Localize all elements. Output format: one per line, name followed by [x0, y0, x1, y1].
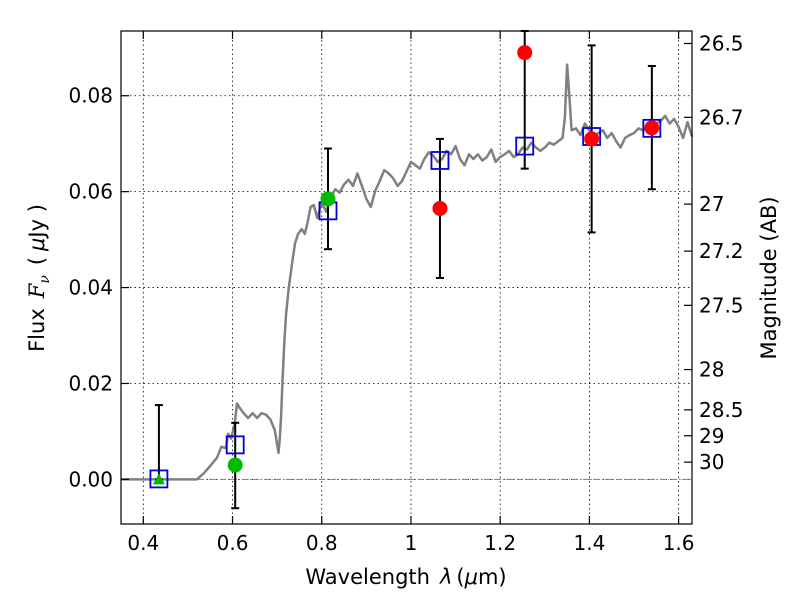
x-tick-label-1: 0.6	[217, 531, 249, 555]
y-axis-label: FluxFν(μJy )	[25, 204, 53, 352]
x-tick-label-5: 1.4	[573, 531, 605, 555]
observed-flux-point-3	[432, 200, 448, 216]
x-tick-label-6: 1.6	[663, 531, 695, 555]
y-tick-label-4: 0.08	[68, 84, 113, 108]
model-spectrum	[121, 63, 694, 481]
plot-frame	[120, 30, 693, 525]
mag-tick-label-5: 28	[699, 358, 724, 382]
y-tick-label-2: 0.04	[68, 276, 113, 300]
mag-tick-label-0: 26.5	[699, 31, 744, 55]
observed-flux-point-6	[644, 120, 660, 136]
mag-tick-label-3: 27.2	[699, 239, 744, 263]
y-axis-ticks: 0.00 0.02 0.04 0.06 0.08	[68, 84, 129, 491]
model-flux-box-1	[225, 435, 245, 455]
model-flux-box-6	[642, 118, 662, 138]
x-tick-label-0: 0.4	[127, 531, 159, 555]
plot-border	[120, 30, 693, 525]
model-photometry-boxes	[149, 118, 662, 489]
mag-tick-label-7: 29	[699, 424, 724, 448]
y-tick-label-0: 0.00	[68, 467, 113, 491]
observed-flux-triangle-0	[152, 473, 165, 485]
magnitude-axis-label: Magnitude (AB)	[757, 196, 781, 359]
grid-lines	[121, 31, 692, 524]
x-tick-label-2: 0.8	[306, 531, 338, 555]
mag-tick-label-6: 28.5	[699, 398, 744, 422]
mag-tick-label-8: 30	[699, 450, 724, 474]
observed-fluxes	[152, 45, 660, 485]
y-tick-label-3: 0.06	[68, 180, 113, 204]
model-spectrum-line	[121, 63, 694, 481]
observed-flux-point-2	[320, 191, 336, 207]
x-axis-label: Wavelength λ (μm)	[305, 565, 506, 589]
model-flux-box-4	[515, 136, 535, 156]
observed-flux-point-4	[517, 45, 533, 61]
mag-tick-label-4: 27.5	[699, 293, 744, 317]
model-flux-box-3	[430, 151, 450, 170]
x-axis-ticks: 0.4 0.6 0.8 1 1.2 1.4 1.6	[127, 31, 695, 555]
mag-tick-label-2: 27	[699, 192, 724, 216]
model-flux-box-0	[149, 469, 169, 489]
y-tick-label-1: 0.02	[68, 371, 113, 395]
mag-tick-label-1: 26.7	[699, 105, 744, 129]
x-tick-label-3: 1	[405, 531, 418, 555]
x-tick-label-4: 1.2	[484, 531, 516, 555]
observed-flux-point-1	[227, 457, 243, 473]
observed-flux-point-5	[584, 131, 600, 147]
